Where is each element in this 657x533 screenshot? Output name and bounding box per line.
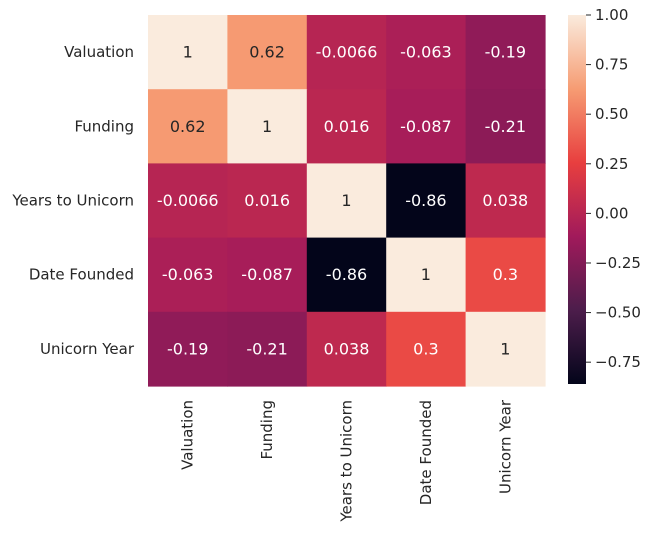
heatmap-cell-label-0-4: -0.19 — [485, 43, 526, 62]
heatmap-cell-0-2 — [306, 15, 387, 90]
heatmap-cell-3-0 — [148, 237, 228, 313]
heatmap-cell-label-2-1: 0.016 — [244, 191, 290, 210]
colorbar-ticks: 1.00 0.75 0.50 0.25 0.00 −0.25 −0.50 −0.75 — [586, 6, 641, 371]
y-axis-tick-labels: Valuation Funding Years to Unicorn Date Fou… — [11, 43, 134, 358]
y-tick-label-0: Valuation — [64, 43, 134, 61]
heatmap-cell-label-2-0: -0.0066 — [157, 191, 219, 210]
heatmap-cell-2-0 — [148, 163, 228, 239]
heatmap-cell-3-1 — [227, 237, 308, 313]
y-tick-label-1: Funding — [74, 117, 134, 135]
heatmap-cell-label-1-1: 1 — [262, 117, 272, 136]
heatmap-cell-label-3-4: 0.3 — [493, 265, 518, 284]
heatmap-cell-label-2-2: 1 — [341, 191, 351, 210]
heatmap-cell-label-4-0: -0.19 — [167, 339, 208, 358]
heatmap-cell-label-0-3: -0.063 — [400, 43, 452, 62]
colorbar-tick-label-6: −0.50 — [595, 304, 641, 322]
heatmap-cells — [148, 15, 546, 387]
colorbar-gradient — [568, 15, 586, 384]
heatmap-cell-1-3 — [386, 89, 467, 164]
x-tick-label-0: Valuation — [179, 400, 197, 470]
heatmap-cell-3-2 — [306, 237, 387, 313]
x-tick-label-4: Unicorn Year — [496, 399, 514, 494]
heatmap-cell-4-4 — [465, 311, 546, 387]
heatmap-cell-0-1 — [227, 15, 308, 90]
heatmap-cell-label-1-0: 0.62 — [170, 117, 206, 136]
heatmap-cell-3-4 — [465, 237, 546, 313]
heatmap-cell-1-4 — [465, 89, 546, 164]
colorbar: 1.00 0.75 0.50 0.25 0.00 −0.25 −0.50 −0.75 — [568, 6, 641, 384]
heatmap-cell-label-1-2: 0.016 — [324, 117, 370, 136]
heatmap-cell-2-1 — [227, 163, 308, 239]
heatmap-cell-label-0-2: -0.0066 — [316, 43, 378, 62]
heatmap-cell-2-3 — [386, 163, 467, 239]
heatmap-cell-label-1-4: -0.21 — [485, 117, 526, 136]
colorbar-tick-label-4: 0.00 — [595, 204, 628, 222]
heatmap-cell-label-3-2: -0.86 — [326, 265, 367, 284]
y-tick-label-4: Unicorn Year — [40, 340, 135, 358]
heatmap-cell-0-3 — [386, 15, 467, 90]
heatmap-cell-3-3 — [386, 237, 467, 313]
heatmap-cell-4-2 — [306, 311, 387, 387]
x-tick-label-1: Funding — [258, 400, 276, 460]
heatmap-cell-2-2 — [306, 163, 387, 239]
y-tick-label-2: Years to Unicorn — [11, 192, 134, 210]
heatmap-cell-label-0-0: 1 — [183, 43, 193, 62]
heatmap-cell-label-4-3: 0.3 — [413, 339, 438, 358]
heatmap-cell-1-0 — [148, 89, 228, 164]
heatmap-cell-label-3-3: 1 — [421, 265, 431, 284]
heatmap-cell-label-0-1: 0.62 — [249, 43, 285, 62]
heatmap-cell-1-2 — [306, 89, 387, 164]
y-tick-label-3: Date Founded — [29, 266, 134, 284]
heatmap-cell-label-2-3: -0.86 — [405, 191, 446, 210]
colorbar-tick-label-2: 0.50 — [595, 105, 628, 123]
heatmap-cell-labels: 1 0.62 -0.0066 -0.063 -0.19 0.62 1 0.016 -0.087 -… — [157, 43, 528, 359]
colorbar-tick-label-3: 0.25 — [595, 155, 628, 173]
colorbar-tick-label-0: 1.00 — [595, 6, 628, 24]
heatmap-cell-label-3-1: -0.087 — [241, 265, 293, 284]
heatmap-cell-label-4-2: 0.038 — [324, 339, 370, 358]
x-tick-label-2: Years to Unicorn — [338, 400, 356, 523]
heatmap-cell-1-1 — [227, 89, 308, 164]
heatmap-cell-label-4-4: 1 — [500, 339, 510, 358]
x-tick-label-3: Date Founded — [417, 400, 435, 505]
heatmap-cell-label-3-0: -0.063 — [162, 265, 214, 284]
heatmap-cell-4-3 — [386, 311, 467, 387]
heatmap-cell-label-2-4: 0.038 — [482, 191, 528, 210]
heatmap-cell-0-0 — [148, 15, 228, 90]
heatmap-cell-2-4 — [465, 163, 546, 239]
heatmap-cell-label-1-3: -0.087 — [400, 117, 452, 136]
heatmap-cell-0-4 — [465, 15, 546, 90]
x-axis-tick-labels: Valuation Funding Years to Unicorn Date Fou… — [179, 399, 515, 522]
heatmap-cell-label-4-1: -0.21 — [246, 339, 287, 358]
heatmap-cell-4-0 — [148, 311, 228, 387]
heatmap-cell-4-1 — [227, 311, 308, 387]
colorbar-tick-label-5: −0.25 — [595, 254, 641, 272]
colorbar-tick-label-7: −0.75 — [595, 353, 641, 371]
colorbar-tick-label-1: 0.75 — [595, 56, 628, 74]
